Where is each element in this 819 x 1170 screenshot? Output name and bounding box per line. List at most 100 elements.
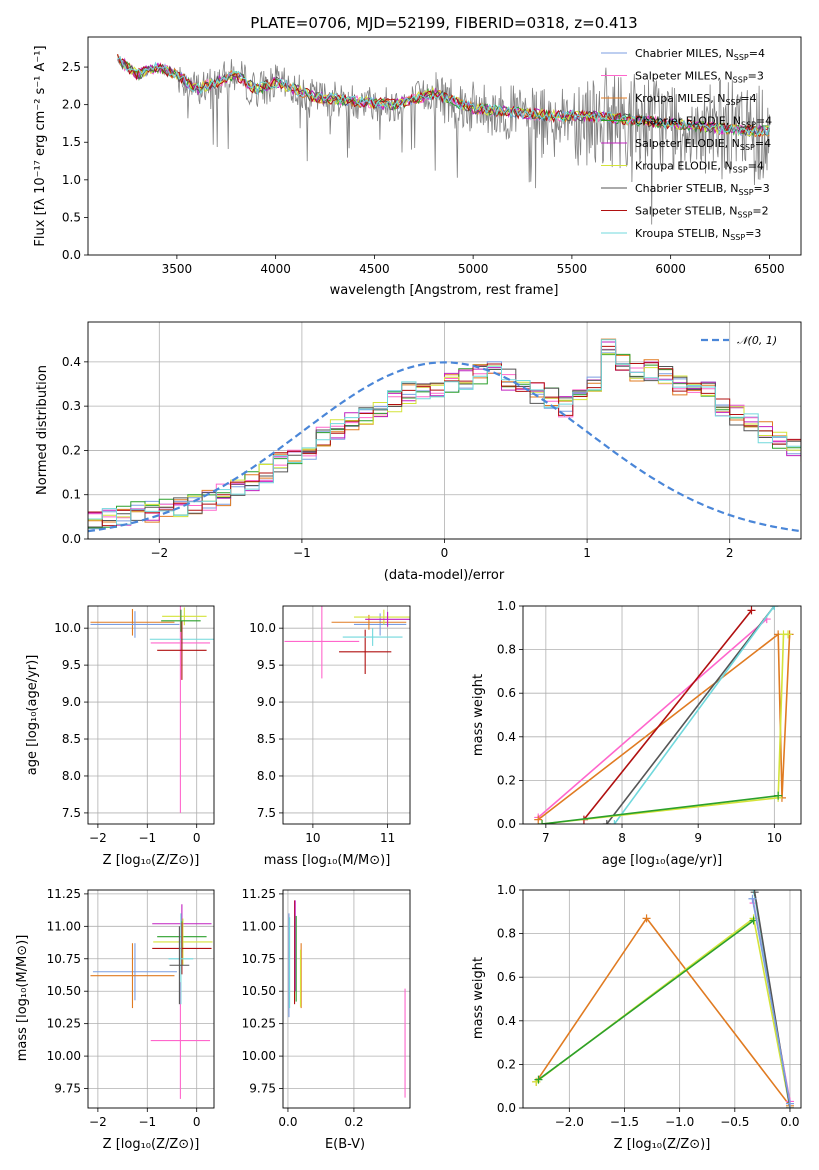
spectrum-ytick-label-2: 1.0 — [62, 173, 81, 187]
spectrum-ytick-label-0: 0.0 — [62, 248, 81, 262]
spectrum-xtick-label-4: 5500 — [557, 262, 588, 276]
mass-vs-ebv-plot: 0.0 0.2 9.75 10.00 10.25 10.50 10.75 11.00 11.25 — [242, 887, 411, 1129]
mass_vs_Z-ytick-label-4: 10.75 — [47, 952, 81, 966]
mass-vs-z-xlabel: Z [log₁₀(Z/Z⊙)] — [103, 1137, 200, 1152]
age_vs_Z-ytick-label-1: 8.0 — [62, 769, 81, 783]
age-vs-mass-plot: 10 11 7.5 8.0 8.5 9.0 9.5 10.0 — [249, 605, 411, 845]
spectrum-xtick-label-2: 4500 — [359, 262, 390, 276]
mass_weight_vs_Z-marker-6-1 — [785, 1099, 794, 1108]
age_vs_Z-ytick-label-5: 10.0 — [54, 621, 81, 635]
spectrum-xtick-label-6: 6500 — [754, 262, 785, 276]
spectrum-ylabel: Flux [fλ 10⁻¹⁷ erg cm⁻² s⁻¹ A⁻¹] — [33, 45, 48, 246]
mass-vs-z-panel: −2 −1 09.7510.0010.2510.5010.7511.0011.25 … — [15, 887, 215, 1152]
mass_weight_vs_Z-xtick-label-1: −1.5 — [610, 1115, 639, 1129]
spectrum-model-line-6 — [117, 56, 770, 137]
spectrum-marks — [117, 53, 770, 225]
age_vs_mass-marks — [284, 606, 410, 679]
spectrum-xtick-label-5: 6000 — [655, 262, 686, 276]
spectrum-legend-label-0: Chabrier MILES, NSSP=4 — [635, 47, 765, 62]
mass_weight_vs_Z-marks — [532, 890, 794, 1108]
age_vs_mass-ytick-label-5: 10.0 — [249, 621, 276, 635]
spectrum-panel: PLATE=0706, MJD=52199, FIBERID=0318, z=0… — [33, 14, 802, 298]
age_vs_Z-ytick-label-2: 8.5 — [62, 732, 81, 746]
mass_vs_ebv-xtick-label-1: 0.2 — [344, 1115, 363, 1129]
mass_vs_Z-marks — [90, 904, 213, 1099]
age-vs-z-panel: −2 −1 0 7.5 8.0 8.5 9.0 9.5 10.0 Z [log₁₀(Z/Z⊙)]… — [25, 605, 215, 868]
spectrum-plot: 3500 4000 4500 5000 5500 6000 6500 0.0 0.5 1.0 1.5… — [62, 36, 802, 276]
mass_weight_vs_age-ytick-label-1: 0.2 — [497, 773, 516, 787]
mass_weight_vs_age-marks — [534, 606, 794, 824]
age-vs-z-plot: −2 −1 0 7.5 8.0 8.5 9.0 9.5 10.0 — [54, 605, 215, 845]
mass_weight_vs_age-marker-2-1 — [747, 606, 756, 615]
mass_weight_vs_age-marker-5-3 — [784, 630, 793, 639]
mass_weight_vs_Z-frame — [522, 889, 802, 1109]
spectrum-legend-label-8: Kroupa STELIB, NSSP=3 — [635, 227, 761, 242]
mass_weight_vs_age-series-6 — [541, 794, 779, 824]
mass_vs_ebv-ytick-label-3: 10.50 — [242, 984, 276, 998]
residuals-ylabel: Normed distribution — [35, 365, 50, 495]
spectrum-legend-label-6: Chabrier STELIB, NSSP=3 — [635, 182, 770, 197]
mass-weight-vs-age-xlabel: age [log₁₀(age/yr)] — [602, 853, 723, 868]
mass_weight_vs_age-xtick-label-1: 8 — [618, 831, 626, 845]
mass_weight_vs_Z-xtick-label-2: −1.0 — [665, 1115, 694, 1129]
mass_vs_ebv-xtick-label-0: 0.0 — [278, 1115, 297, 1129]
mass_weight_vs_Z-xtick-label-3: −0.5 — [720, 1115, 749, 1129]
mass_weight_vs_Z-ytick-label-5: 1.0 — [497, 883, 516, 897]
mass_weight_vs_age-marker-4-1 — [770, 606, 779, 610]
residuals-ytick-label-3: 0.3 — [62, 399, 81, 413]
spectrum-legend-label-3: Chabrier ELODIE, NSSP=4 — [635, 115, 772, 130]
spectrum-ytick-label-3: 1.5 — [62, 135, 81, 149]
mass_vs_ebv-ytick-label-4: 10.75 — [242, 952, 276, 966]
mass_weight_vs_age-ytick-label-4: 0.8 — [497, 643, 516, 657]
age-vs-z-xlabel: Z [log₁₀(Z/Z⊙)] — [103, 853, 200, 868]
mass-vs-ebv-xlabel: E(B-V) — [325, 1137, 365, 1152]
mass_weight_vs_Z-series-2 — [537, 919, 755, 1081]
mass_weight_vs_age-ytick-label-3: 0.6 — [497, 686, 516, 700]
mass-weight-vs-z-ylabel: mass weight — [471, 957, 486, 1039]
spectrum-xtick-label-3: 5000 — [458, 262, 489, 276]
spectrum-ytick-label-5: 2.5 — [62, 60, 81, 74]
spectrum-xtick-label-1: 4000 — [260, 262, 291, 276]
mass_vs_ebv-ytick-label-2: 10.25 — [242, 1017, 276, 1031]
age-vs-z-ylabel: age [log₁₀(age/yr)] — [25, 655, 40, 776]
spectrum-ytick-label-1: 0.5 — [62, 210, 81, 224]
age-vs-mass-panel: 10 11 7.5 8.0 8.5 9.0 9.5 10.0 mass [log₁₀(M/M⊙… — [249, 605, 411, 868]
age_vs_Z-xtick-label-2: 0 — [193, 831, 201, 845]
residuals-legend-label: 𝒩(0, 1) — [737, 334, 777, 347]
residuals-normal-curve — [88, 361, 801, 533]
residuals-xtick-label-2: 0 — [441, 546, 449, 560]
mass_weight_vs_age-marker-6-1 — [774, 791, 783, 800]
mass_vs_ebv-ytick-label-6: 11.25 — [242, 887, 276, 901]
mass_weight_vs_Z-ytick-label-3: 0.6 — [497, 970, 516, 984]
mass_vs_ebv-frame — [282, 889, 411, 1109]
spectrum-xlabel: wavelength [Angstrom, rest frame] — [330, 283, 559, 298]
mass_weight_vs_age-xtick-label-2: 9 — [694, 831, 702, 845]
age_vs_Z-ytick-label-0: 7.5 — [62, 806, 81, 820]
mass-weight-vs-age-plot: 7 8 9 10 0.0 0.2 0.4 0.6 0.8 1.0 — [497, 599, 802, 845]
spectrum-legend-label-5: Kroupa ELODIE, NSSP=4 — [635, 160, 764, 175]
mass_weight_vs_age-series-0 — [537, 618, 768, 819]
mass_vs_Z-ytick-label-5: 11.00 — [47, 919, 81, 933]
spectrum-model-line-8 — [117, 56, 770, 137]
mass_vs_ebv-marks — [288, 900, 406, 1098]
age_vs_Z-xtick-label-0: −2 — [89, 831, 107, 845]
age_vs_Z-marks — [90, 606, 214, 813]
mass_weight_vs_Z-marker-2-0 — [534, 1075, 543, 1084]
mass_weight_vs_Z-ytick-label-0: 0.0 — [497, 1101, 516, 1115]
mass_weight_vs_Z-marker-5-0 — [750, 890, 759, 897]
mass_weight_vs_age-frame — [522, 605, 802, 825]
mass_weight_vs_age-series-3 — [606, 606, 775, 824]
age_vs_mass-ytick-label-3: 9.0 — [257, 695, 276, 709]
spectrum-legend-label-7: Salpeter STELIB, NSSP=2 — [635, 205, 769, 220]
mass_vs_ebv-ytick-label-1: 10.00 — [242, 1049, 276, 1063]
age_vs_Z-xtick-label-1: −1 — [138, 831, 156, 845]
age_vs_mass-xtick-label-0: 10 — [305, 831, 320, 845]
mass-vs-z-plot: −2 −1 0 9.75 10.00 10.25 10.50 10.75 11.00 11.25 — [47, 887, 215, 1129]
residuals-xtick-label-4: 2 — [726, 546, 734, 560]
residuals-xlabel: (data-model)/error — [384, 568, 505, 583]
mass_weight_vs_Z-xtick-label-0: −2.0 — [555, 1115, 584, 1129]
residuals-ytick-label-1: 0.1 — [62, 488, 81, 502]
mass_weight_vs_Z-ytick-label-2: 0.4 — [497, 1014, 516, 1028]
mass_weight_vs_age-series-4 — [613, 606, 775, 824]
